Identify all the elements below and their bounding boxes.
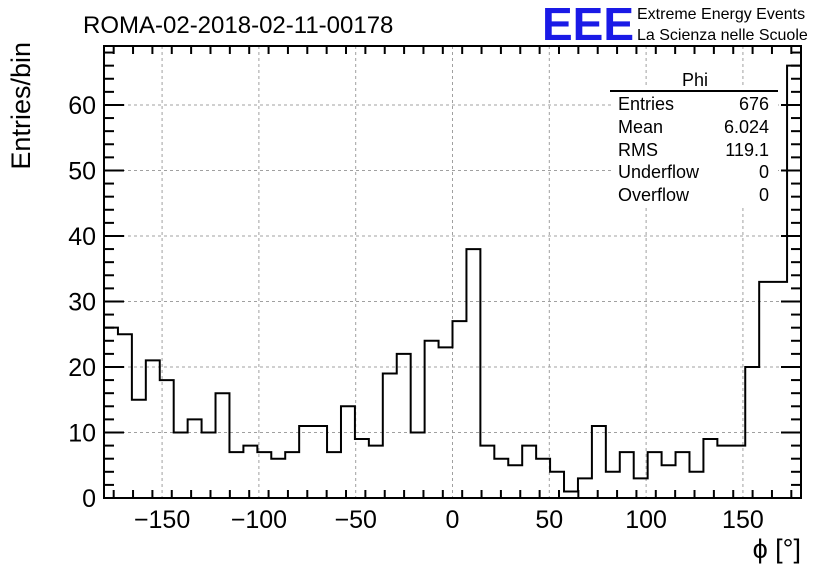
x-tick-labels: −150 −100 −50 0 50 100 150 (134, 506, 764, 534)
y-tick-labels: 0 10 20 30 40 50 60 (68, 92, 96, 513)
grid (104, 46, 801, 498)
y-tick-label: 60 (68, 92, 96, 120)
stats-box-title: Phi (682, 70, 708, 90)
stats-box: Phi Entries 676 Mean 6.024 RMS 119.1 Und… (610, 70, 778, 206)
histogram-bin (662, 465, 676, 498)
stats-value-entries: 676 (739, 94, 769, 114)
histogram-bin (341, 406, 355, 498)
stats-value-rms: 119.1 (725, 140, 769, 160)
histogram-bin (369, 446, 383, 498)
histogram-bin (759, 282, 773, 498)
histogram-bin (188, 419, 202, 498)
x-tick-label: 150 (722, 506, 764, 534)
stats-value-overflow: 0 (759, 185, 769, 205)
stats-label-mean: Mean (618, 117, 663, 137)
stats-label-underflow: Underflow (618, 162, 700, 182)
x-tick-label: 50 (535, 506, 563, 534)
axis-ticks (104, 46, 801, 499)
histogram-bin (146, 360, 160, 498)
stats-value-mean: 6.024 (724, 117, 769, 137)
x-tick-label: −50 (334, 506, 376, 534)
histogram-bin (578, 478, 592, 498)
histogram-bin (327, 452, 341, 498)
histogram-bin (313, 426, 327, 498)
histogram-bin (773, 282, 787, 498)
histogram-bin (425, 341, 439, 498)
y-tick-label: 0 (82, 485, 96, 513)
histogram-bin (229, 452, 243, 498)
histogram-bin (299, 426, 313, 498)
histogram-bin (522, 446, 536, 498)
stats-label-entries: Entries (618, 94, 674, 114)
eee-logo: EEE (542, 0, 634, 50)
x-axis-label: ϕ [°] (753, 534, 801, 564)
histogram-bin (216, 393, 230, 498)
histogram-bin (243, 446, 257, 498)
y-tick-label: 50 (68, 157, 96, 185)
histogram-bin (453, 321, 467, 498)
histogram-bin (271, 459, 285, 498)
histogram-bin (717, 446, 731, 498)
stats-label-rms: RMS (618, 140, 658, 160)
histogram-bin (466, 249, 480, 498)
chart-title: ROMA-02-2018-02-11-00178 (83, 12, 393, 39)
histogram-bin (383, 374, 397, 498)
y-tick-label: 10 (68, 419, 96, 447)
histogram-bin (676, 452, 690, 498)
histogram-bin (703, 439, 717, 498)
histogram-bin (550, 472, 564, 498)
histogram-bin (411, 432, 425, 498)
logo-line-1: Extreme Energy Events (637, 6, 805, 23)
histogram-bin (648, 452, 662, 498)
histogram-bin (439, 347, 453, 498)
stats-label-overflow: Overflow (618, 185, 690, 205)
x-tick-label: 0 (446, 506, 460, 534)
logo-line-2: La Scienza nelle Scuole (637, 27, 808, 44)
histogram-bin (174, 432, 188, 498)
histogram-bin (397, 354, 411, 498)
y-tick-label: 40 (68, 223, 96, 251)
x-tick-label: 100 (625, 506, 667, 534)
histogram-bin (592, 426, 606, 498)
histogram-bin (118, 334, 132, 498)
y-axis-label: Entries/bin (6, 42, 36, 170)
histogram-bin (132, 400, 146, 498)
histogram-bin (202, 432, 216, 498)
histogram-bin (689, 472, 703, 498)
y-tick-label: 20 (68, 354, 96, 382)
x-tick-label: −150 (134, 506, 190, 534)
plot-frame (103, 45, 802, 499)
y-tick-label: 30 (68, 288, 96, 316)
histogram-bin (536, 459, 550, 498)
x-tick-label: −100 (231, 506, 287, 534)
histogram-bin (620, 452, 634, 498)
stats-value-underflow: 0 (759, 162, 769, 182)
histogram-bin (355, 439, 369, 498)
histogram-step-line (104, 64, 801, 493)
